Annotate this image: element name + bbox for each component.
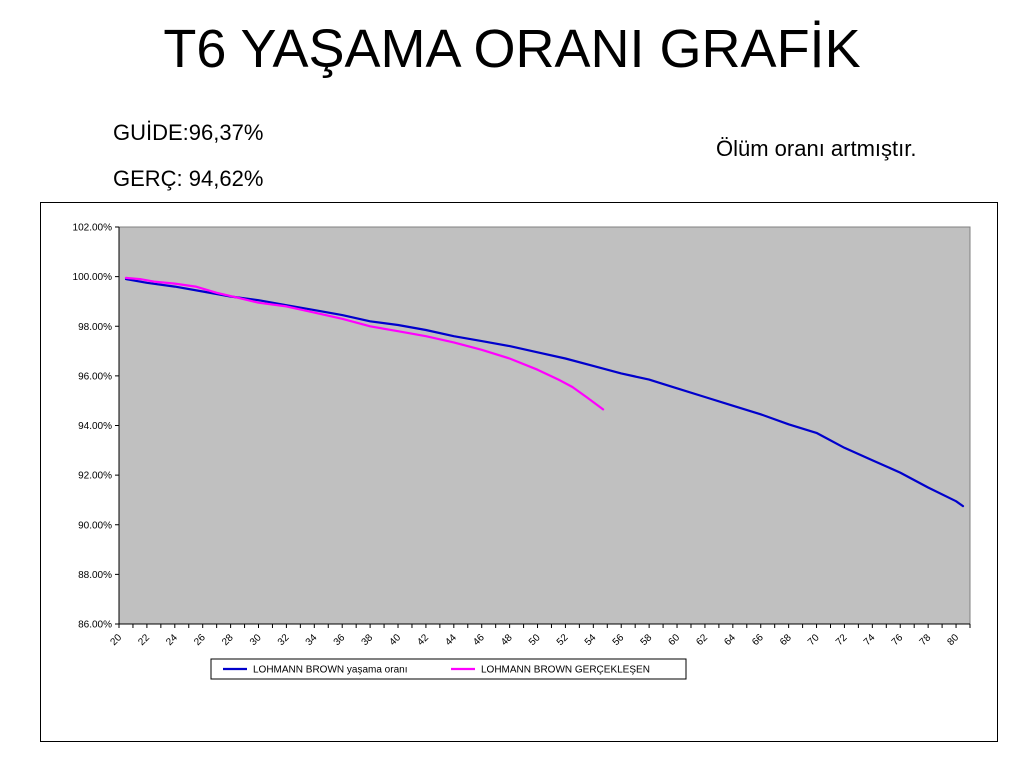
mortality-note-text: Ölüm oranı artmıştır. bbox=[716, 136, 917, 161]
plot-area-group bbox=[118, 226, 971, 625]
x-tick-label: 74 bbox=[862, 632, 878, 648]
x-axis-group: 20 22 24 26 28 30 32 34 36 38 40 42 44 46 48 50 52 54 56 58… bbox=[108, 623, 971, 648]
y-tick-label: 94.00% bbox=[78, 421, 112, 432]
y-tick-label: 98.00% bbox=[78, 322, 112, 333]
x-tick-label: 26 bbox=[192, 632, 208, 648]
chart-frame: 86.00% 88.00% 90.00% 92.00% 94.00% 96.00% 98.0… bbox=[40, 202, 998, 742]
series-group bbox=[124, 276, 965, 508]
actual-rate-text: GERÇ: 94,62% bbox=[113, 166, 264, 191]
series-line-2 bbox=[124, 276, 605, 411]
x-tick-label: 38 bbox=[360, 632, 376, 648]
x-tick-label: 36 bbox=[332, 632, 348, 648]
x-tick-label: 40 bbox=[387, 632, 403, 648]
x-tick-label: 44 bbox=[443, 632, 459, 648]
y-tick-label: 96.00% bbox=[78, 371, 112, 382]
x-tick-label: 50 bbox=[527, 632, 543, 648]
x-tick-label: 58 bbox=[639, 632, 655, 648]
x-tick-label: 72 bbox=[834, 632, 850, 648]
x-tick-label: 68 bbox=[778, 632, 794, 648]
y-tick-label: 100.00% bbox=[73, 272, 113, 283]
x-tick-label: 66 bbox=[750, 632, 766, 648]
x-tick-label: 28 bbox=[220, 632, 236, 648]
x-tick-label: 20 bbox=[108, 632, 124, 648]
series-line-1 bbox=[124, 278, 965, 508]
survival-rate-chart: 86.00% 88.00% 90.00% 92.00% 94.00% 96.00% 98.0… bbox=[73, 223, 971, 680]
page-title: T6 YAŞAMA ORANI GRAFİK bbox=[163, 19, 861, 79]
y-axis-group: 86.00% 88.00% 90.00% 92.00% 94.00% 96.00% 98.0… bbox=[73, 223, 120, 631]
x-tick-label: 22 bbox=[136, 632, 152, 648]
x-tick-label: 56 bbox=[611, 632, 627, 648]
legend-box bbox=[210, 658, 687, 680]
x-tick-label: 70 bbox=[806, 632, 822, 648]
x-tick-label: 64 bbox=[722, 632, 738, 648]
x-tick-label: 48 bbox=[499, 632, 515, 648]
x-tick-label: 76 bbox=[890, 632, 906, 648]
x-tick-label: 32 bbox=[276, 632, 292, 648]
legend-label: LOHMANN BROWN yaşama oranı bbox=[253, 665, 407, 676]
x-tick-label: 34 bbox=[304, 632, 320, 648]
x-tick-label: 54 bbox=[583, 632, 599, 648]
x-tick-label: 60 bbox=[667, 632, 683, 648]
x-tick-label: 80 bbox=[946, 632, 962, 648]
x-tick-label: 46 bbox=[471, 632, 487, 648]
legend: LOHMANN BROWN yaşama oranı LOHMANN BROWN … bbox=[210, 658, 687, 680]
legend-label: LOHMANN BROWN GERÇEKLEŞEN bbox=[481, 665, 650, 676]
x-tick-label: 24 bbox=[164, 632, 180, 648]
y-tick-label: 102.00% bbox=[73, 223, 113, 234]
y-tick-label: 88.00% bbox=[78, 570, 112, 581]
x-tick-label: 78 bbox=[918, 632, 934, 648]
y-tick-label: 92.00% bbox=[78, 471, 112, 482]
x-tick-label: 42 bbox=[415, 632, 431, 648]
y-tick-label: 86.00% bbox=[78, 620, 112, 631]
x-tick-label: 30 bbox=[248, 632, 264, 648]
x-tick-label: 62 bbox=[694, 632, 710, 648]
x-tick-label: 52 bbox=[555, 632, 571, 648]
y-tick-label: 90.00% bbox=[78, 520, 112, 531]
guide-rate-text: GUİDE:96,37% bbox=[113, 120, 264, 145]
plot-area bbox=[118, 226, 971, 625]
